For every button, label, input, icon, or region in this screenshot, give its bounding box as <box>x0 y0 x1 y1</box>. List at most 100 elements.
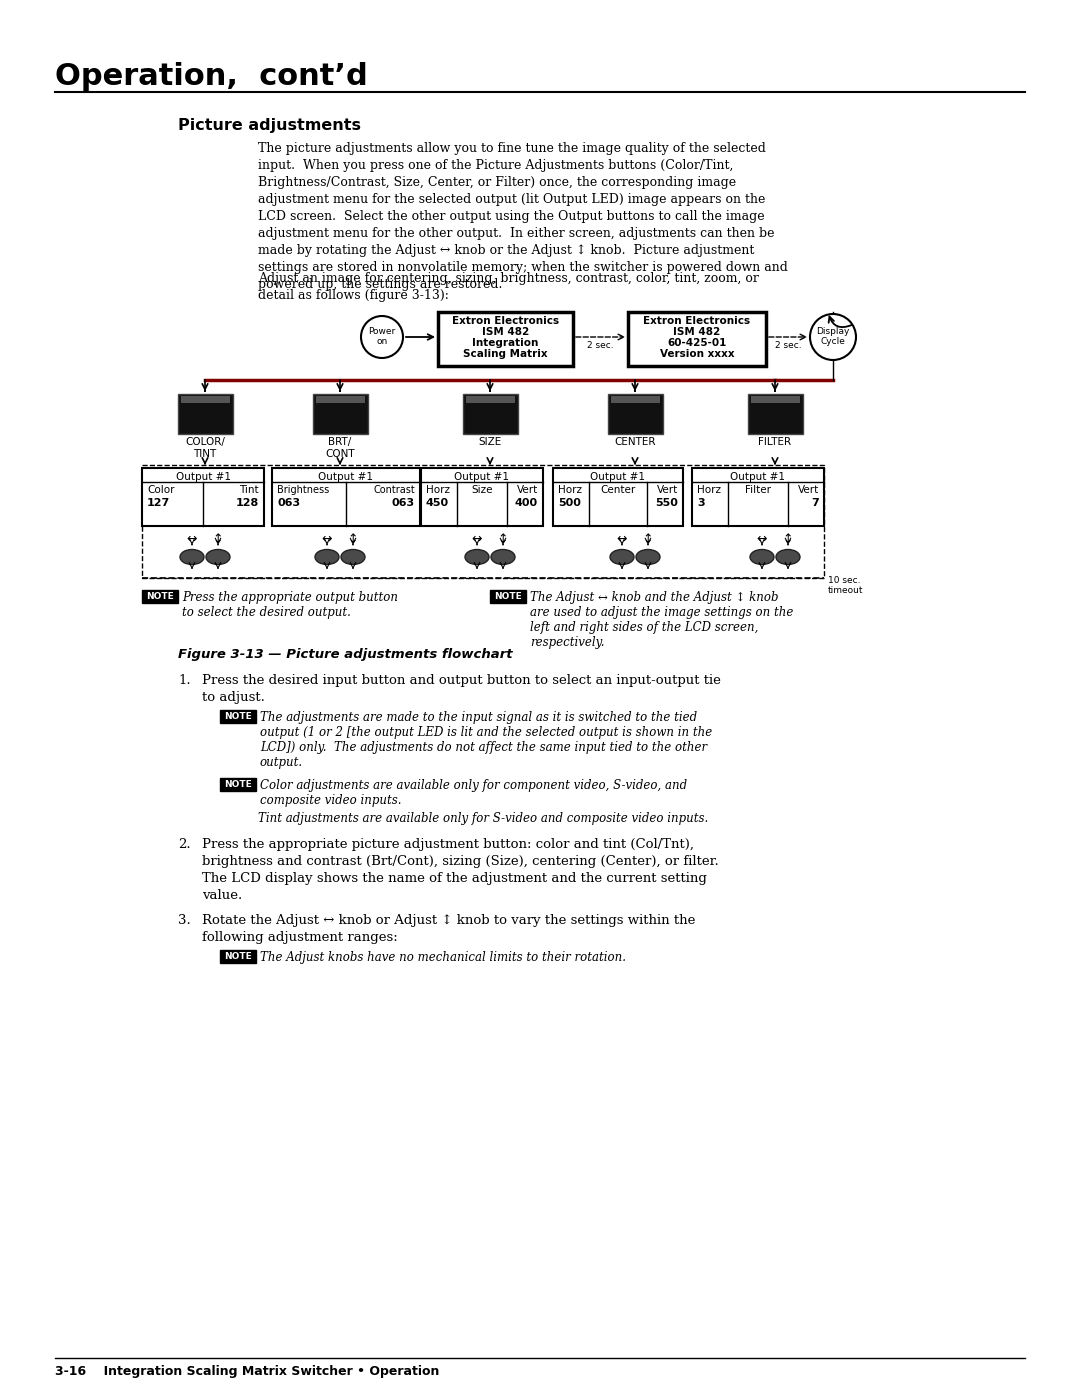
Bar <box>315 395 365 402</box>
Text: Press the appropriate output button
to select the desired output.: Press the appropriate output button to s… <box>183 591 399 619</box>
Bar <box>180 395 229 402</box>
Text: BRT/
CONT: BRT/ CONT <box>325 437 355 458</box>
Text: Horz: Horz <box>697 485 721 495</box>
Text: Output #1: Output #1 <box>175 472 230 482</box>
Text: Operation,  cont’d: Operation, cont’d <box>55 61 368 91</box>
Bar <box>465 395 514 402</box>
Text: Press the desired input button and output button to select an input-output tie
t: Press the desired input button and outpu… <box>202 673 720 704</box>
Ellipse shape <box>491 549 515 564</box>
Bar <box>141 468 264 527</box>
Bar <box>553 468 683 527</box>
Bar <box>220 710 256 724</box>
Text: Figure 3-13 — Picture adjustments flowchart: Figure 3-13 — Picture adjustments flowch… <box>178 648 513 661</box>
Text: ↕: ↕ <box>348 534 359 546</box>
Text: Center: Center <box>600 485 636 495</box>
Text: The Adjust ↔ knob and the Adjust ↕ knob
are used to adjust the image settings on: The Adjust ↔ knob and the Adjust ↕ knob … <box>530 591 794 650</box>
Bar <box>490 590 526 604</box>
Bar <box>610 395 660 402</box>
Text: 127: 127 <box>147 497 171 509</box>
Ellipse shape <box>315 549 339 564</box>
Text: 2.: 2. <box>178 838 191 851</box>
Circle shape <box>810 314 856 360</box>
Text: ↔: ↔ <box>617 534 627 546</box>
Text: Output #1: Output #1 <box>591 472 646 482</box>
Ellipse shape <box>610 549 634 564</box>
Text: 063: 063 <box>276 497 300 509</box>
Ellipse shape <box>180 549 204 564</box>
Circle shape <box>361 316 403 358</box>
Bar <box>607 394 662 434</box>
Text: 450: 450 <box>426 497 449 509</box>
Text: on: on <box>376 338 388 346</box>
Text: ↕: ↕ <box>498 534 509 546</box>
Text: 063: 063 <box>392 497 415 509</box>
Text: Size: Size <box>471 485 492 495</box>
Text: NOTE: NOTE <box>225 780 252 789</box>
Bar <box>220 950 256 963</box>
Text: ↔: ↔ <box>472 534 483 546</box>
Text: 400: 400 <box>515 497 538 509</box>
Ellipse shape <box>341 549 365 564</box>
Text: ↕: ↕ <box>783 534 793 546</box>
Text: Horz: Horz <box>558 485 582 495</box>
Bar <box>177 394 232 434</box>
Text: NOTE: NOTE <box>225 951 252 961</box>
Text: 3-16    Integration Scaling Matrix Switcher • Operation: 3-16 Integration Scaling Matrix Switcher… <box>55 1365 440 1377</box>
Text: Cycle: Cycle <box>821 338 846 346</box>
Text: 1.: 1. <box>178 673 191 687</box>
Text: The adjustments are made to the input signal as it is switched to the tied
outpu: The adjustments are made to the input si… <box>260 711 712 768</box>
Text: CENTER: CENTER <box>615 437 656 447</box>
Ellipse shape <box>465 549 489 564</box>
Text: Brightness: Brightness <box>276 485 329 495</box>
Text: NOTE: NOTE <box>225 712 252 721</box>
Ellipse shape <box>777 549 800 564</box>
Text: 3.: 3. <box>178 914 191 928</box>
Text: ISM 482: ISM 482 <box>673 327 720 337</box>
Text: Output #1: Output #1 <box>730 472 785 482</box>
Bar <box>751 395 799 402</box>
Text: The picture adjustments allow you to fine tune the image quality of the selected: The picture adjustments allow you to fin… <box>258 142 788 291</box>
Bar <box>141 590 178 604</box>
Text: 128: 128 <box>235 497 259 509</box>
Text: Contrast: Contrast <box>374 485 415 495</box>
Text: FILTER: FILTER <box>758 437 792 447</box>
Text: ↕: ↕ <box>643 534 653 546</box>
Bar <box>747 394 802 434</box>
Text: 2 sec.: 2 sec. <box>588 341 613 351</box>
Text: Power: Power <box>368 327 395 337</box>
Text: Output #1: Output #1 <box>319 472 374 482</box>
Text: Extron Electronics: Extron Electronics <box>451 316 559 326</box>
Ellipse shape <box>750 549 774 564</box>
Text: 550: 550 <box>656 497 678 509</box>
Bar <box>421 468 543 527</box>
Text: Tint adjustments are available only for S-video and composite video inputs.: Tint adjustments are available only for … <box>258 812 708 826</box>
Bar <box>462 394 517 434</box>
Bar <box>438 312 573 366</box>
Bar <box>692 468 824 527</box>
Text: ↕: ↕ <box>213 534 224 546</box>
Text: Color adjustments are available only for component video, S-video, and
composite: Color adjustments are available only for… <box>260 780 687 807</box>
Text: Color: Color <box>147 485 175 495</box>
Text: Tint: Tint <box>240 485 259 495</box>
Text: 500: 500 <box>558 497 581 509</box>
Text: COLOR/
TINT: COLOR/ TINT <box>185 437 225 458</box>
Text: The Adjust knobs have no mechanical limits to their rotation.: The Adjust knobs have no mechanical limi… <box>260 951 626 964</box>
Ellipse shape <box>636 549 660 564</box>
Bar <box>220 778 256 791</box>
Text: SIZE: SIZE <box>478 437 501 447</box>
Text: 7: 7 <box>811 497 819 509</box>
Text: Scaling Matrix: Scaling Matrix <box>463 349 548 359</box>
Ellipse shape <box>206 549 230 564</box>
Text: NOTE: NOTE <box>495 592 522 601</box>
Text: Output #1: Output #1 <box>455 472 510 482</box>
Text: NOTE: NOTE <box>146 592 174 601</box>
Text: Filter: Filter <box>745 485 771 495</box>
Text: Picture adjustments: Picture adjustments <box>178 117 361 133</box>
Text: Vert: Vert <box>516 485 538 495</box>
Text: Extron Electronics: Extron Electronics <box>644 316 751 326</box>
Text: ↔: ↔ <box>757 534 767 546</box>
Text: 3: 3 <box>697 497 704 509</box>
Text: ISM 482: ISM 482 <box>482 327 529 337</box>
Text: Display: Display <box>816 327 850 337</box>
Text: Vert: Vert <box>657 485 678 495</box>
